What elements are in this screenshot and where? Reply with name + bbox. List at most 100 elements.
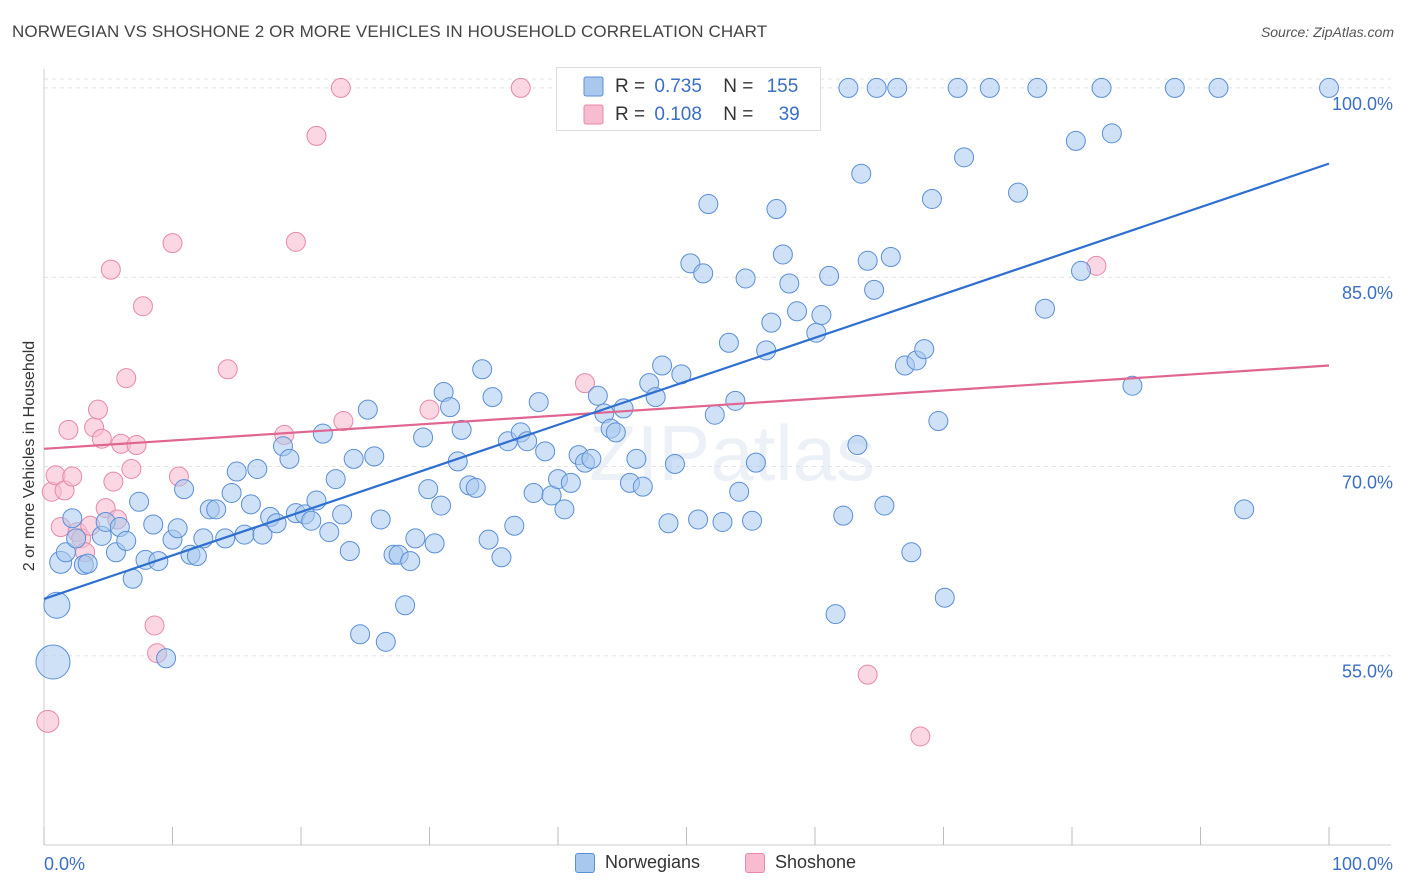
- norwegian-point: [413, 427, 434, 448]
- norwegian-point: [332, 504, 353, 525]
- shoshone-point: [100, 259, 121, 280]
- norwegian-point: [587, 385, 608, 406]
- norwegian-point: [240, 494, 261, 515]
- norwegian-point: [745, 452, 766, 473]
- norwegian-point: [605, 422, 626, 443]
- norwegian-point: [693, 263, 714, 284]
- norwegian-point: [761, 312, 782, 333]
- norwegian-point: [247, 458, 268, 479]
- shoshone-trend-line: [43, 364, 1330, 450]
- norwegian-point: [364, 446, 385, 467]
- norwegian-point: [143, 514, 164, 535]
- chart-title: NORWEGIAN VS SHOSHONE 2 OR MORE VEHICLES…: [12, 22, 768, 41]
- y-tick-label: 100.0%: [1332, 94, 1393, 114]
- norwegian-point: [504, 515, 525, 536]
- shoshone-point: [91, 428, 112, 449]
- x-tick-label: 0.0%: [44, 854, 85, 874]
- norwegian-point: [779, 273, 800, 294]
- norwegian-point: [66, 528, 87, 549]
- shoshone-point: [126, 435, 147, 456]
- legend-n-value: 39: [778, 104, 800, 125]
- norwegian-point: [688, 509, 709, 530]
- norwegian-point: [954, 147, 975, 168]
- norwegian-point: [1091, 77, 1112, 98]
- norwegian-point: [116, 530, 137, 551]
- legend-r-label: R =: [615, 76, 646, 97]
- norwegian-point: [1065, 130, 1086, 151]
- norwegian-point: [735, 268, 756, 289]
- norwegian-point: [167, 518, 188, 539]
- shoshone-point: [103, 471, 124, 492]
- norwegian-point: [350, 624, 371, 645]
- norwegian-point: [866, 77, 887, 98]
- norwegian-point: [1070, 260, 1091, 281]
- series-legend: Norwegians Shoshone: [0, 852, 1406, 878]
- norwegian-point: [221, 482, 242, 503]
- norwegian-point: [375, 631, 396, 652]
- legend-n-value: 155: [766, 76, 799, 97]
- norwegian-point: [772, 244, 793, 265]
- norwegian-point: [431, 495, 452, 516]
- norwegian-point: [554, 499, 575, 520]
- shoshone-point: [132, 296, 153, 317]
- norwegian-point: [914, 339, 935, 360]
- norwegian-point: [174, 479, 195, 500]
- norwegian-point: [424, 533, 445, 554]
- y-axis-label: 2 or more Vehicles in Household: [21, 340, 38, 572]
- norwegian-point: [301, 510, 322, 531]
- norwegian-point: [864, 279, 885, 300]
- legend-r-label: R =: [615, 104, 646, 125]
- norwegian-point: [626, 448, 647, 469]
- shoshone-point: [910, 726, 931, 747]
- norwegian-point: [226, 461, 247, 482]
- shoshone-point: [87, 399, 108, 420]
- norwegian-point: [725, 390, 746, 411]
- shoshone-point: [574, 373, 595, 394]
- norwegian-point: [712, 511, 733, 532]
- shoshone-point: [217, 359, 238, 380]
- norwegian-point: [465, 477, 486, 498]
- norwegian-point: [528, 392, 549, 413]
- legend-n-label: N =: [723, 76, 754, 97]
- legend-r-value: 0.735: [654, 76, 702, 97]
- y-tick-labels: 55.0% 70.0% 85.0% 100.0%: [1332, 94, 1393, 682]
- x-tick-labels: 0.0% 100.0%: [44, 854, 1393, 874]
- x-tick-label: 100.0%: [1332, 854, 1393, 874]
- norwegian-point: [395, 595, 416, 616]
- norwegian-trend-line: [43, 162, 1330, 600]
- norwegian-point: [729, 481, 750, 502]
- legend-swatches: [583, 76, 604, 125]
- shoshone-point: [36, 709, 60, 733]
- norwegian-point: [887, 77, 908, 98]
- norwegian-point: [1234, 499, 1255, 520]
- legend-item-norwegians: Norwegians: [575, 852, 700, 873]
- norwegian-point: [819, 265, 840, 286]
- norwegian-point: [206, 499, 227, 520]
- shoshone-point: [62, 466, 83, 487]
- norwegian-point: [787, 301, 808, 322]
- norwegian-point: [325, 469, 346, 490]
- norwegian-point: [55, 542, 76, 563]
- legend-r-value: 0.108: [654, 104, 702, 125]
- norwegian-point: [979, 77, 1000, 98]
- norwegian-point: [77, 553, 98, 574]
- norwegian-point: [43, 591, 71, 619]
- norwegian-point: [652, 355, 673, 376]
- norwegian-point: [742, 510, 763, 531]
- norwegian-point: [129, 491, 150, 512]
- norwegian-point: [319, 522, 340, 543]
- norwegian-point: [482, 387, 503, 408]
- norwegian-point: [664, 453, 685, 474]
- norwegian-point: [478, 529, 499, 550]
- norwegian-point: [440, 397, 461, 418]
- y-tick-label: 70.0%: [1342, 472, 1393, 492]
- norwegian-point: [343, 448, 364, 469]
- norwegian-point: [766, 199, 787, 220]
- norwegian-point: [339, 541, 360, 562]
- norwegian-point: [1164, 77, 1185, 98]
- norwegian-point: [279, 448, 300, 469]
- norwegian-point: [312, 423, 333, 444]
- shoshone-point: [144, 615, 165, 636]
- legend-swatch-shoshone: [583, 104, 604, 125]
- gridlines: [44, 78, 1391, 657]
